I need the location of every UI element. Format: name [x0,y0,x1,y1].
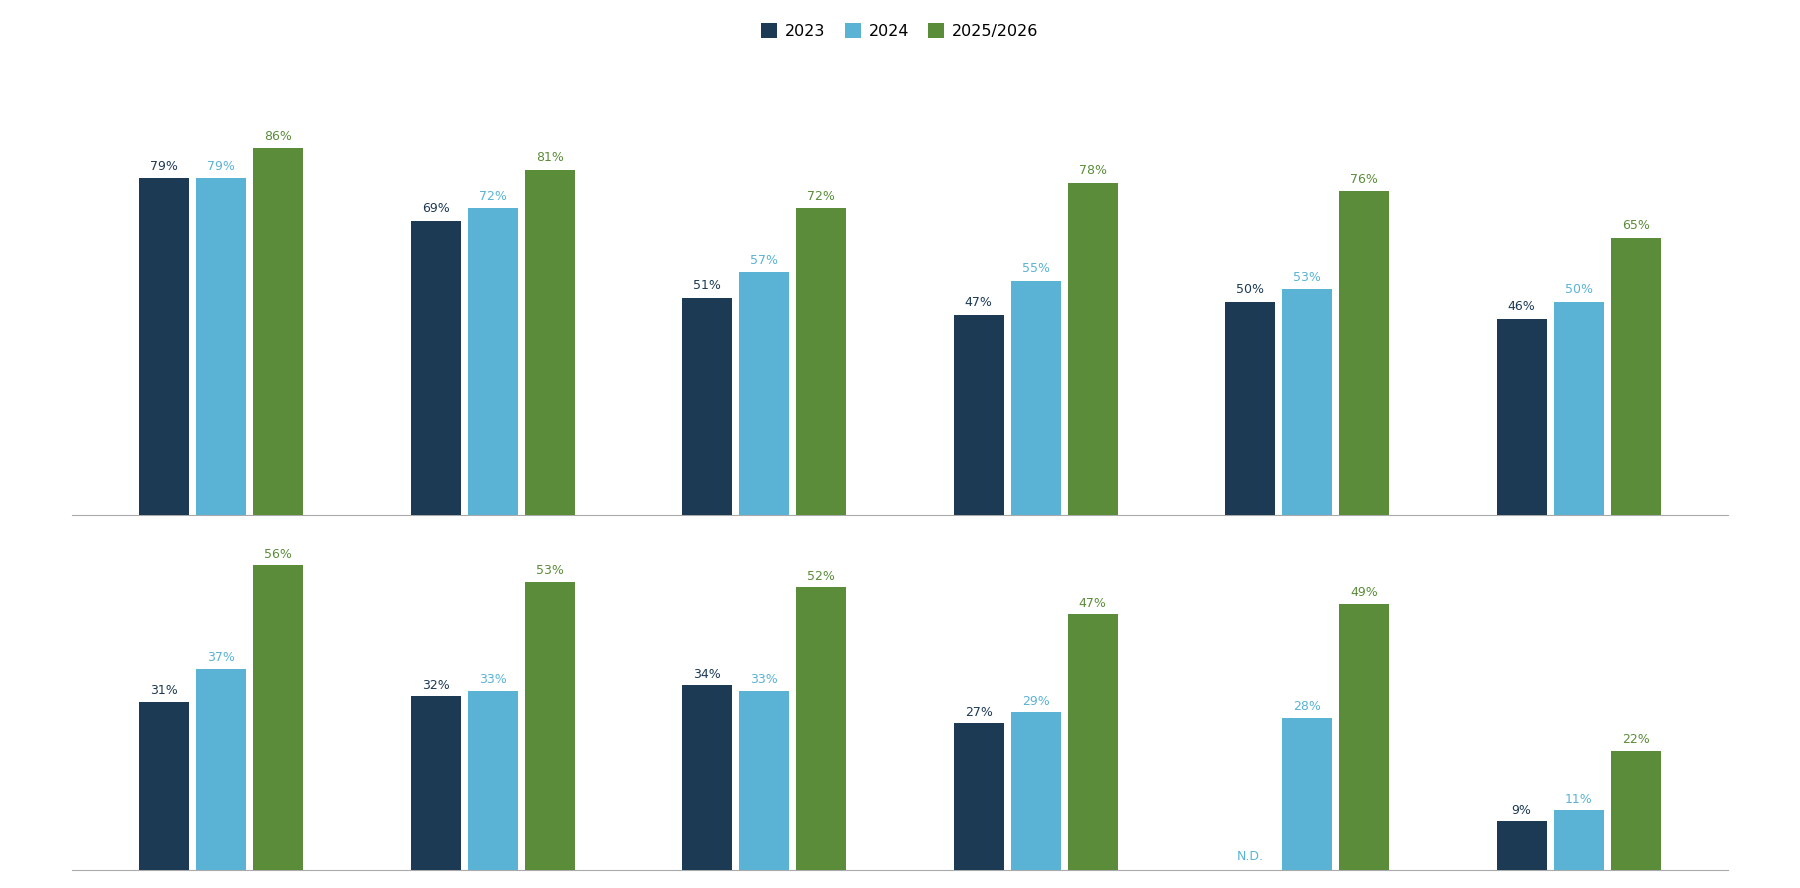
Text: 33%: 33% [479,673,506,686]
Bar [468,208,518,515]
Text: 37%: 37% [207,652,236,664]
Text: ⬤: ⬤ [761,573,767,576]
Bar [796,587,846,870]
Text: 53%: 53% [1292,271,1321,283]
Text: 47%: 47% [965,297,992,309]
Text: 81%: 81% [536,151,563,164]
Text: 76%: 76% [1350,172,1379,186]
Bar [1226,302,1274,515]
Text: Fertility/
family-forming: Fertility/ family-forming [709,630,821,662]
Text: 52%: 52% [808,570,835,583]
Text: 50%: 50% [1237,283,1264,297]
Bar [1010,281,1060,515]
Bar [740,272,790,515]
Bar [254,566,304,870]
Text: 27%: 27% [965,706,992,719]
Bar [254,148,304,515]
Bar [1496,319,1546,515]
Bar [526,582,574,870]
Bar [410,221,461,515]
Bar [526,170,574,515]
Bar [196,178,247,515]
Text: 47%: 47% [1078,597,1107,610]
Text: 86%: 86% [265,130,292,143]
Bar [682,297,733,515]
Text: 33%: 33% [751,673,778,686]
Text: 55%: 55% [1022,262,1049,275]
Bar [1067,183,1118,515]
Text: N.D.: N.D. [1237,851,1264,863]
Bar [196,669,247,870]
Text: 69%: 69% [421,202,450,216]
Text: 79%: 79% [207,160,236,173]
Text: ⬤: ⬤ [1577,573,1580,576]
Text: 78%: 78% [1078,164,1107,177]
Text: 49%: 49% [1350,586,1379,599]
Bar [1553,811,1604,870]
Bar [1496,821,1546,870]
Text: ⬤: ⬤ [1033,573,1039,576]
Bar [1282,718,1332,870]
Bar [1339,191,1390,515]
Text: 72%: 72% [479,190,508,202]
Bar [410,696,461,870]
Bar [139,702,189,870]
Legend: 2023, 2024, 2025/2026: 2023, 2024, 2025/2026 [754,17,1046,45]
Bar [954,724,1004,870]
Text: 72%: 72% [808,190,835,202]
Bar [682,686,733,870]
Text: 28%: 28% [1292,701,1321,713]
Text: 79%: 79% [151,160,178,173]
Bar [1282,289,1332,515]
Text: 32%: 32% [421,678,450,692]
Text: 65%: 65% [1622,219,1649,233]
Bar [796,208,846,515]
Bar [740,691,790,870]
Text: 34%: 34% [693,668,722,681]
Text: 50%: 50% [1564,283,1593,297]
Text: 57%: 57% [751,254,778,266]
Text: 51%: 51% [693,279,722,292]
Text: ⬤: ⬤ [490,573,495,576]
Text: 46%: 46% [1508,300,1535,313]
Text: Cancer: Cancer [1280,630,1334,645]
Text: 11%: 11% [1564,793,1593,806]
Bar [1339,604,1390,870]
Bar [468,691,518,870]
Text: ⬤: ⬤ [1305,573,1310,576]
Bar [1010,712,1060,870]
Text: 29%: 29% [1022,695,1049,708]
Text: 9%: 9% [1512,804,1532,817]
Text: 22%: 22% [1622,733,1649,746]
Bar [1553,302,1604,515]
Bar [954,314,1004,515]
Text: 53%: 53% [536,565,563,577]
Bar [1611,750,1661,870]
Text: 31%: 31% [151,684,178,697]
Text: Transplants: Transplants [178,630,265,645]
Text: Musculoskeletal
conditions/
procedures: Musculoskeletal conditions/ procedures [976,630,1096,680]
Text: Bariatric surgery: Bariatric surgery [428,630,556,645]
Bar [1611,238,1661,515]
Bar [1067,614,1118,870]
Text: ⬤: ⬤ [220,573,223,576]
Bar [139,178,189,515]
Text: 56%: 56% [265,548,292,561]
Text: Cardiovascular/
cardiac: Cardiovascular/ cardiac [1519,630,1638,662]
